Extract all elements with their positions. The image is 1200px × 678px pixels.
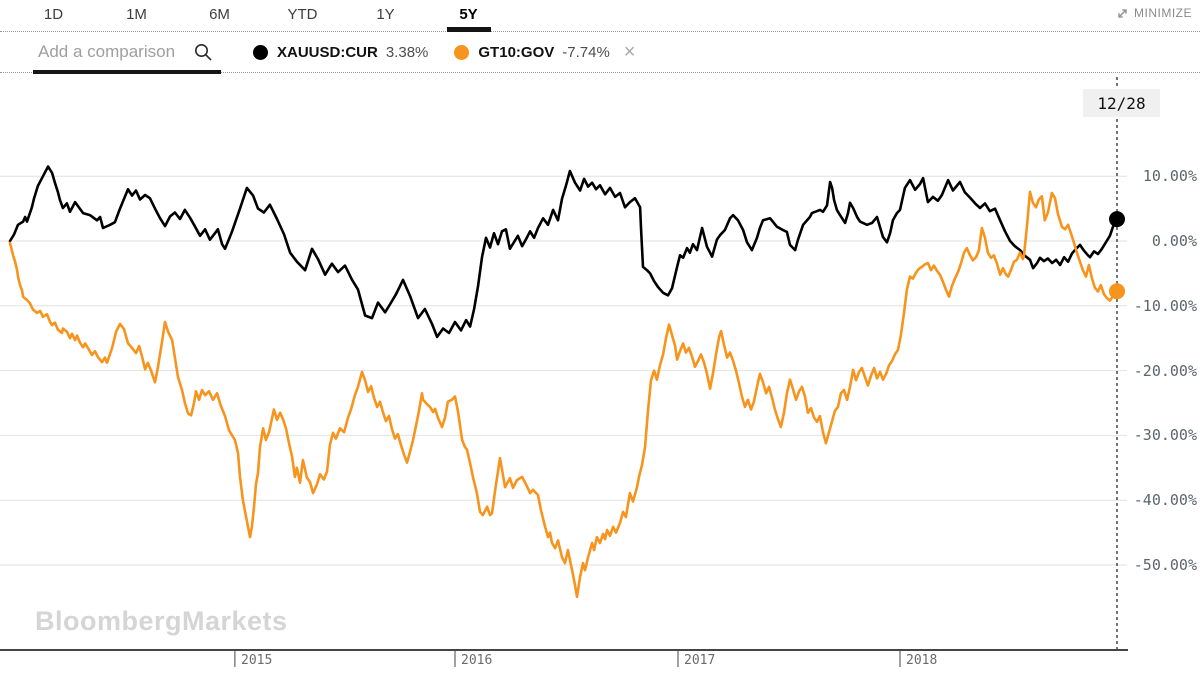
time-range-tabbar: 1D 1M 6M YTD 1Y 5Y MINIMIZE [0,0,1200,32]
legend-change-xauusd: 3.38% [385,43,429,61]
y-axis-label: 10.00% [1142,167,1197,185]
x-axis-label: 2017 [684,653,716,668]
tab-label: 1Y [376,6,395,23]
tab-ytd[interactable]: YTD [261,0,344,32]
tab-label: 1M [126,6,147,23]
tab-label: 5Y [459,6,478,23]
tab-5y[interactable]: 5Y [427,0,510,32]
time-range-tabs: 1D 1M 6M YTD 1Y 5Y [0,0,1200,32]
minimize-button[interactable]: MINIMIZE [1110,5,1198,21]
minimize-label: MINIMIZE [1134,6,1192,20]
tab-label: 1D [43,6,64,23]
legend-symbol-gt10: GT10:GOV [478,43,555,61]
x-axis-label: 2018 [906,653,938,668]
tab-label: 6M [209,6,230,23]
bloomberg-markets-watermark: BloombergMarkets [35,606,288,636]
comparison-search-input[interactable] [36,41,192,63]
comparison-input-underline [33,70,221,74]
legend-change-gt10: -7.74% [562,43,610,61]
y-axis-label: 0.00% [1151,232,1197,250]
minimize-icon [1116,7,1129,20]
y-axis-label: -50.00% [1133,556,1197,574]
search-icon[interactable] [194,43,213,67]
crosshair-date-badge: 12/28 [1083,89,1160,117]
series-color-dot-xauusd [253,44,268,60]
y-axis-label: -20.00% [1133,362,1197,380]
x-axis-label: 2016 [461,653,493,668]
tab-6m[interactable]: 6M [178,0,261,32]
x-axis-label: 2015 [241,653,273,668]
tab-label: YTD [287,6,318,23]
tab-1y[interactable]: 1Y [344,0,427,32]
tab-1d[interactable]: 1D [12,0,95,32]
y-axis-label: -30.00% [1133,426,1197,444]
comparison-row: XAUUSD:CUR 3.38% GT10:GOV -7.74% × [0,32,1200,74]
y-axis-label: -40.00% [1133,491,1197,509]
y-axis-label: -10.00% [1133,297,1197,315]
legend-symbol-xauusd: XAUUSD:CUR [277,43,378,61]
tab-1m[interactable]: 1M [95,0,178,32]
chart-legend: XAUUSD:CUR 3.38% GT10:GOV -7.74% × [253,32,635,72]
active-tab-underline [446,27,491,32]
remove-comparison-icon[interactable]: × [623,41,636,63]
series-color-dot-gt10 [454,44,470,60]
